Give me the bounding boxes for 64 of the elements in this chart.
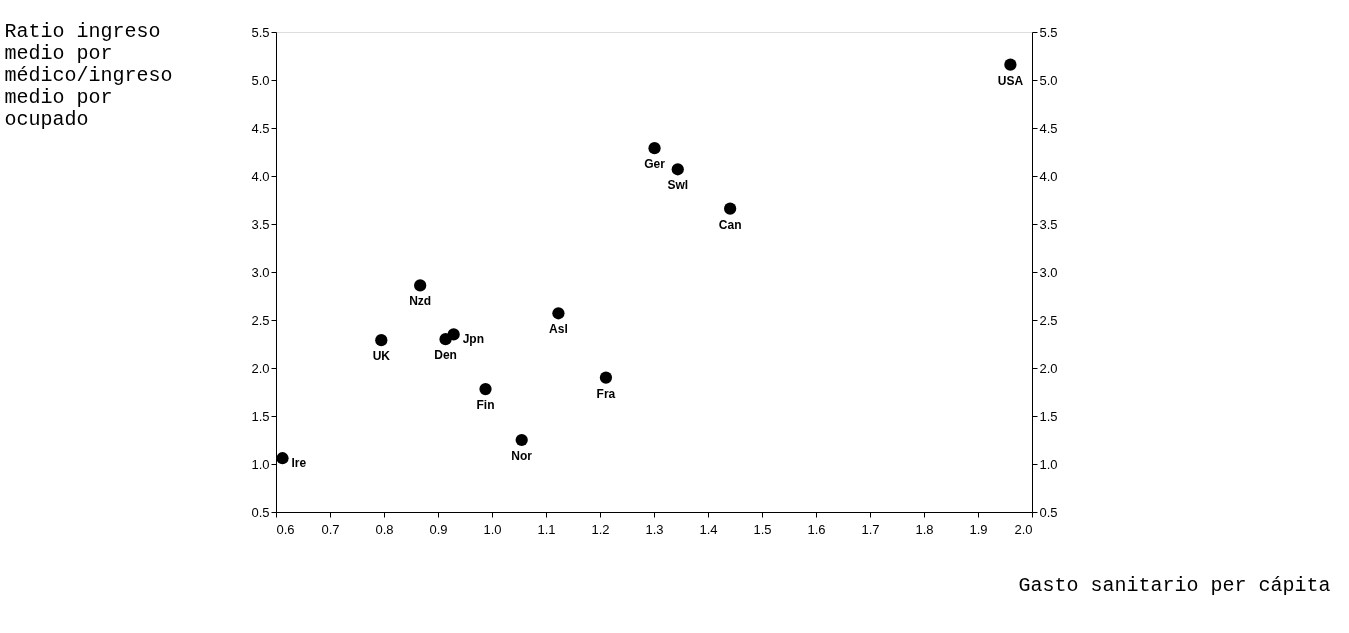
point — [515, 433, 528, 447]
annotation: Nzd — [409, 294, 432, 309]
point — [479, 383, 492, 396]
annotation: Swl — [667, 178, 689, 193]
y-tick-label: 4.5 — [251, 120, 270, 136]
x-tick-label: 1.8 — [915, 521, 934, 537]
annotation: Asl — [549, 322, 568, 337]
y-tick-label: 3.0 — [251, 264, 270, 280]
point — [599, 371, 613, 384]
annotation: Ger — [644, 157, 666, 172]
point — [648, 142, 661, 155]
y2-tick-label: 3.5 — [1039, 216, 1058, 232]
annotation: Fin — [476, 398, 495, 413]
y-tick-label: 2.0 — [251, 360, 270, 376]
y-tick-label: 0.5 — [251, 504, 270, 520]
annotation: USA — [997, 73, 1024, 88]
y-tick-label: 2.5 — [251, 312, 270, 328]
y-tick-label: 1.5 — [251, 408, 270, 424]
y2-tick-label: 2.5 — [1039, 312, 1058, 328]
annotation: Den — [434, 348, 457, 363]
x-tick-label: 1.7 — [861, 521, 880, 537]
y-tick-label: 5.0 — [251, 72, 270, 88]
y2-tick-label: 3.0 — [1039, 264, 1058, 280]
point — [276, 452, 289, 465]
y-axis-title: Ratio ingreso medio por médico/ingreso medio por ocupado — [4, 19, 173, 131]
x-axis-title: Gasto sanitario per cápita — [1018, 573, 1331, 597]
y-tick-label: 5.5 — [251, 24, 270, 40]
y2-tick-label: 4.0 — [1039, 168, 1058, 184]
annotation: Nor — [511, 449, 533, 463]
x-tick-label: 1.3 — [645, 521, 664, 537]
y2-tick-label: 5.5 — [1039, 24, 1058, 40]
annotation: UK — [372, 349, 391, 364]
y2-tick-label: 4.5 — [1039, 120, 1058, 136]
point — [552, 307, 565, 320]
point — [1004, 58, 1017, 71]
y-tick-label: 3.5 — [251, 216, 270, 232]
point — [375, 334, 388, 347]
y2-tick-label: 0.5 — [1039, 504, 1058, 520]
point — [671, 163, 684, 176]
y-tick-label: 4.0 — [251, 168, 270, 184]
annotation: Jpn — [462, 332, 484, 347]
x-tick-label: 1.6 — [807, 521, 826, 537]
annotation: Fra — [596, 386, 616, 401]
y2-tick-label: 1.0 — [1039, 456, 1058, 472]
x-tick-label: 1.0 — [483, 521, 502, 537]
y2-tick-label: 2.0 — [1039, 360, 1058, 376]
x-tick-label: 1.1 — [537, 521, 556, 537]
point — [447, 328, 460, 341]
annotation: Ire — [291, 456, 307, 471]
x-tick-label: 1.4 — [699, 521, 718, 537]
y-tick-label: 1.0 — [251, 456, 270, 472]
point — [414, 279, 427, 292]
y2-tick-label: 1.5 — [1039, 408, 1058, 424]
y2-tick-label: 5.0 — [1039, 72, 1058, 88]
x-tick-label: 1.2 — [591, 521, 610, 537]
x-tick-label: 1.5 — [753, 521, 772, 537]
x-tick-label: 0.7 — [321, 521, 340, 537]
point — [724, 202, 737, 215]
annotation: Can — [718, 217, 742, 232]
x-tick-label: 1.9 — [969, 521, 988, 537]
x-tick-label: 0.8 — [375, 521, 394, 537]
x-tick-label: 2.0 — [1014, 521, 1033, 537]
x-tick-label: 0.6 — [276, 521, 295, 537]
x-tick-label: 0.9 — [429, 521, 448, 537]
